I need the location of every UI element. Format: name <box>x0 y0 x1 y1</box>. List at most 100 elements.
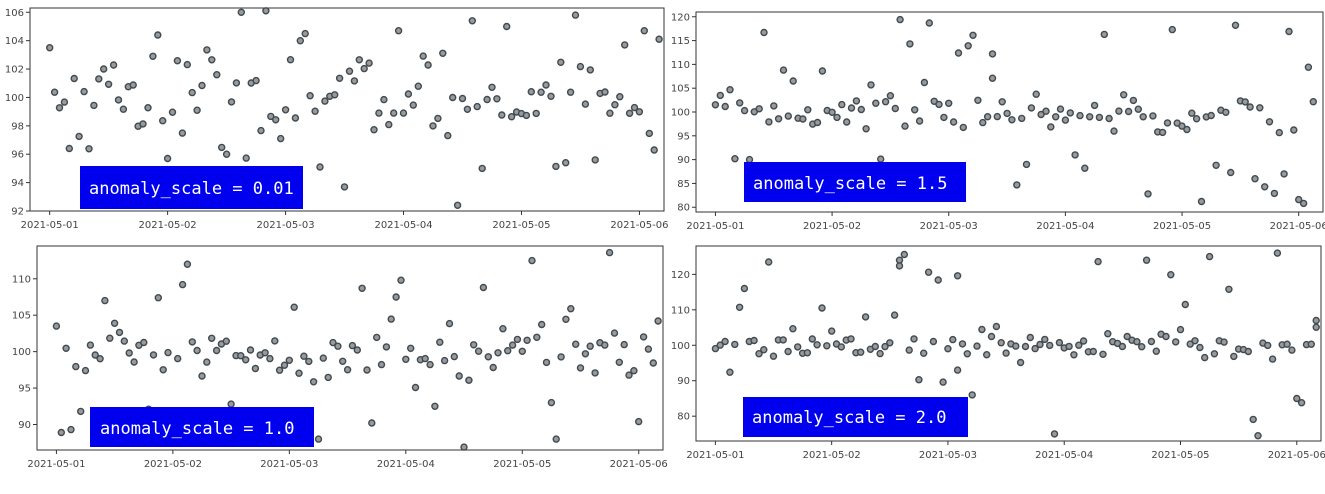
x-tick-label: 2021-05-04 <box>1036 221 1094 232</box>
data-point <box>106 334 114 342</box>
data-point <box>130 358 138 366</box>
x-tick-label: 2021-05-05 <box>1153 221 1211 232</box>
data-point <box>726 368 734 376</box>
data-point <box>615 358 623 367</box>
data-point <box>924 268 933 276</box>
data-point <box>1061 116 1070 124</box>
data-point <box>562 315 570 324</box>
data-point <box>726 85 734 94</box>
data-point <box>910 106 919 114</box>
data-point <box>290 303 298 311</box>
data-point <box>537 88 545 96</box>
data-point <box>252 76 260 85</box>
data-point <box>340 183 349 191</box>
data-point <box>974 96 982 105</box>
data-point <box>1312 316 1320 325</box>
data-point <box>345 67 354 75</box>
data-point <box>635 108 644 116</box>
data-point <box>207 334 216 343</box>
data-point <box>414 82 422 90</box>
data-point <box>1304 63 1313 71</box>
y-tick-label: 120 <box>671 12 690 23</box>
data-point <box>963 350 971 358</box>
data-point <box>1254 431 1262 440</box>
annotation-box <box>90 407 314 447</box>
data-point <box>630 103 639 112</box>
data-point <box>562 158 570 167</box>
data-point <box>1002 349 1010 357</box>
data-point <box>881 342 889 351</box>
data-point <box>70 74 78 83</box>
data-point <box>188 338 197 346</box>
data-point <box>765 118 773 126</box>
data-point <box>920 78 929 87</box>
data-point <box>507 112 516 121</box>
data-point <box>55 104 64 112</box>
data-point <box>571 11 580 19</box>
x-tick-label: 2021-05-02 <box>139 220 197 231</box>
data-point <box>1147 337 1156 346</box>
data-point <box>154 31 162 39</box>
data-point <box>1178 122 1186 130</box>
data-point <box>823 342 831 350</box>
data-point <box>251 364 260 373</box>
data-point <box>915 117 924 125</box>
data-point <box>363 366 371 374</box>
data-point <box>611 100 619 109</box>
x-tick-label: 2021-05-01 <box>686 221 744 232</box>
data-point <box>620 340 628 349</box>
data-point <box>183 260 192 268</box>
data-point <box>99 65 108 73</box>
data-point <box>444 131 452 140</box>
data-point <box>404 90 413 98</box>
data-point <box>355 56 363 64</box>
data-point <box>213 70 221 79</box>
data-point <box>478 164 486 173</box>
data-point <box>455 372 463 380</box>
data-point <box>173 354 182 363</box>
data-point <box>586 66 594 74</box>
data-point <box>528 256 536 265</box>
data-point <box>1283 340 1291 348</box>
data-point <box>101 296 109 305</box>
data-point <box>1022 160 1031 169</box>
data-point <box>1012 342 1020 350</box>
data-point <box>426 360 434 369</box>
data-point <box>1225 285 1233 293</box>
data-point <box>60 98 69 106</box>
data-point <box>488 83 496 92</box>
data-point <box>1172 338 1180 346</box>
data-point <box>1207 111 1215 120</box>
data-point <box>222 337 231 345</box>
data-point <box>281 106 290 114</box>
data-point <box>988 74 997 82</box>
data-point <box>1265 118 1274 126</box>
data-point <box>1105 114 1113 123</box>
data-point <box>601 341 609 349</box>
data-point <box>1231 21 1240 29</box>
annotation-label: anomaly_scale = 1.5 <box>753 174 947 194</box>
data-point <box>735 99 744 107</box>
x-tick-label: 2021-05-03 <box>257 220 315 231</box>
data-point <box>959 123 967 132</box>
y-tick-label: 92 <box>11 207 24 218</box>
data-point <box>208 56 216 64</box>
data-point <box>429 122 437 130</box>
data-point <box>1167 271 1175 279</box>
data-point <box>1138 342 1146 351</box>
data-point <box>227 98 236 106</box>
data-point <box>125 349 133 357</box>
data-point <box>755 105 763 113</box>
data-point <box>309 378 318 386</box>
data-point <box>1176 325 1185 334</box>
data-point <box>242 154 250 162</box>
data-point <box>109 61 118 69</box>
x-tick-label: 2021-05-01 <box>27 459 85 470</box>
data-point <box>373 333 381 342</box>
data-point <box>518 347 526 356</box>
data-point <box>458 94 467 103</box>
data-point <box>163 154 172 163</box>
data-point <box>1118 342 1127 351</box>
axis-ticks: 80 85 90 95 100 105 110 115 120 2021-05-01 2021-05… <box>671 12 1325 232</box>
data-point <box>1055 338 1064 347</box>
